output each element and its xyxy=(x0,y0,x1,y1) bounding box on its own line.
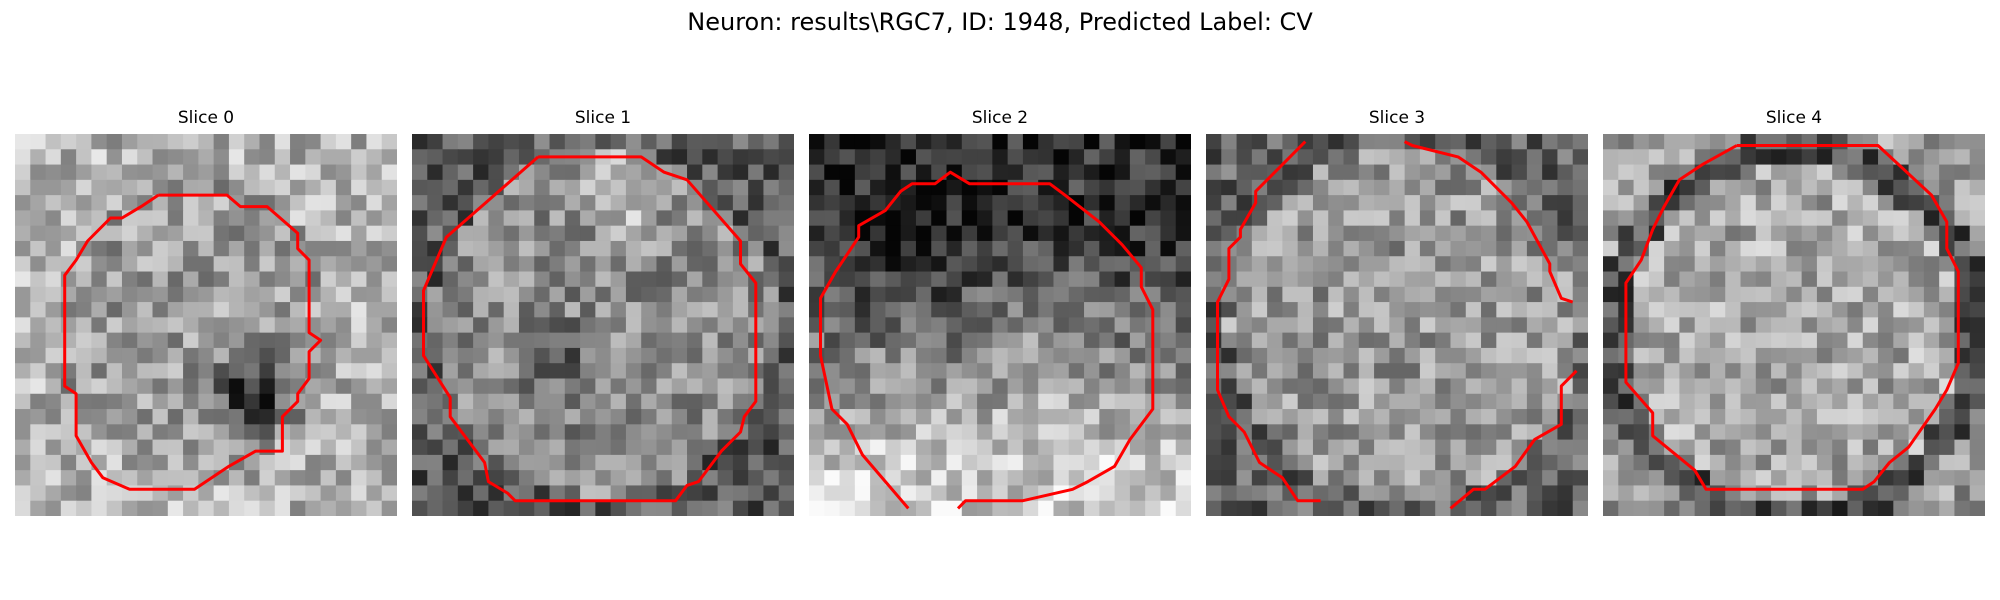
slice-texture xyxy=(412,134,794,516)
segmentation-contour xyxy=(1216,140,1321,503)
slice-panel-1: Slice 1 xyxy=(412,108,794,516)
slice-texture xyxy=(15,134,397,516)
slice-panel-3: Slice 3 xyxy=(1206,108,1588,516)
slice-texture xyxy=(1206,134,1588,516)
figure-title: Neuron: results\RGC7, ID: 1948, Predicte… xyxy=(687,8,1313,36)
segmentation-contour xyxy=(1624,144,1960,491)
segmentation-contour xyxy=(1449,369,1578,510)
segmentation-contour xyxy=(422,155,758,503)
slice-panel-4: Slice 4 xyxy=(1603,108,1985,516)
slice-image-3 xyxy=(1206,134,1588,516)
slice-title-0: Slice 0 xyxy=(177,108,235,128)
slice-image-1 xyxy=(412,134,794,516)
slice-title-3: Slice 3 xyxy=(1368,108,1426,128)
slice-image-0 xyxy=(15,134,397,516)
slice-title-2: Slice 2 xyxy=(971,108,1029,128)
slice-title-4: Slice 4 xyxy=(1765,108,1823,128)
segmentation-contour xyxy=(819,170,1155,510)
slice-title-1: Slice 1 xyxy=(574,108,632,128)
slice-panel-2: Slice 2 xyxy=(809,108,1191,516)
slice-image-4 xyxy=(1603,134,1985,516)
slice-image-2 xyxy=(809,134,1191,516)
segmentation-contour xyxy=(63,193,323,491)
slice-texture xyxy=(1603,134,1985,516)
slice-panel-0: Slice 0 xyxy=(15,108,397,516)
segmentation-contour xyxy=(1403,140,1574,304)
